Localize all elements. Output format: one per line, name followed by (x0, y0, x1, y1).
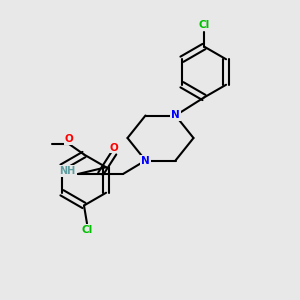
Text: O: O (64, 134, 74, 145)
Text: Cl: Cl (81, 225, 93, 235)
Text: N: N (171, 110, 180, 121)
Text: NH: NH (59, 166, 75, 176)
Text: N: N (141, 155, 150, 166)
Text: O: O (110, 142, 118, 153)
Text: Cl: Cl (198, 20, 210, 30)
